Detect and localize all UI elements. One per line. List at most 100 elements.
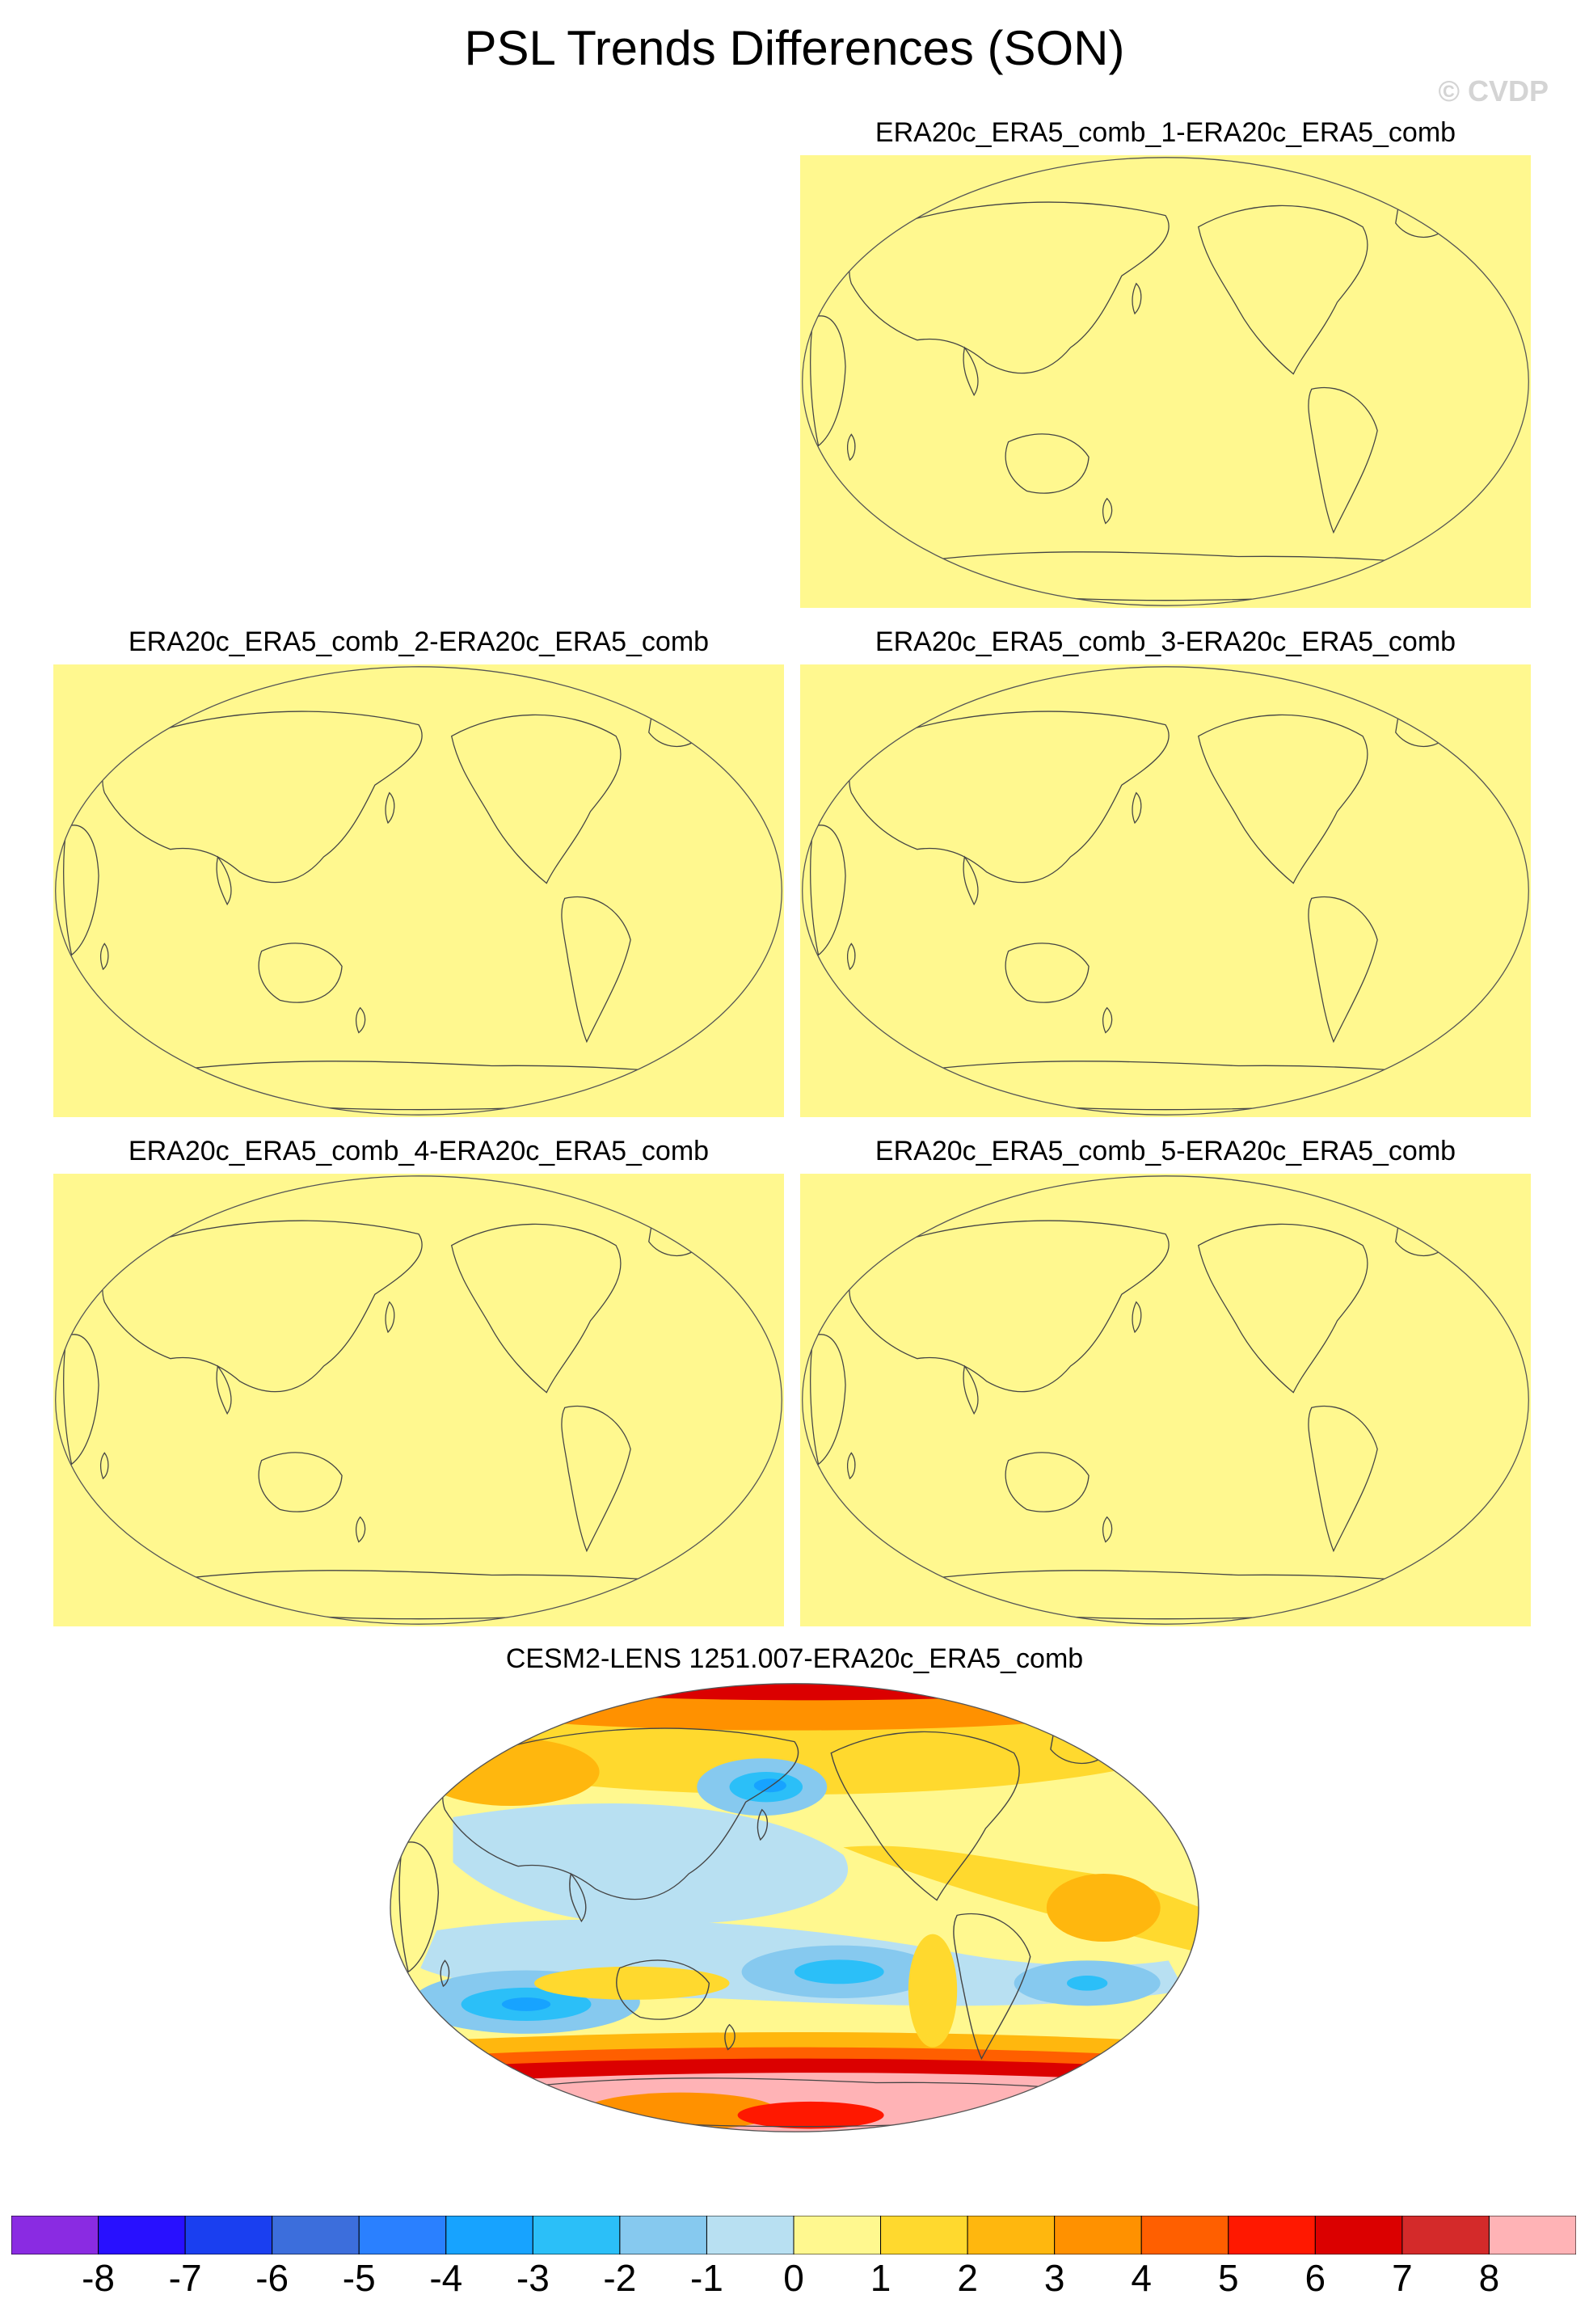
field-fill bbox=[800, 155, 1531, 608]
colorbar-swatch bbox=[445, 2216, 533, 2254]
coastline bbox=[1005, 943, 1090, 1003]
coastline bbox=[398, 1841, 440, 1973]
coastline bbox=[63, 825, 99, 956]
map-panel-2: ERA20c_ERA5_comb_2-ERA20c_ERA5_comb bbox=[53, 624, 784, 1117]
coastline bbox=[1102, 1006, 1113, 1034]
coastline bbox=[757, 1808, 769, 1841]
colorbar-swatch bbox=[1140, 2216, 1229, 2254]
field-fill bbox=[390, 1683, 1199, 2132]
coastline bbox=[1005, 1452, 1090, 1512]
coastline bbox=[1197, 714, 1368, 884]
map-panel-3: ERA20c_ERA5_comb_3-ERA20c_ERA5_comb bbox=[800, 624, 1531, 1117]
coastline bbox=[846, 943, 856, 971]
colorbar-tick-label: 2 bbox=[957, 2257, 978, 2299]
colorbar-swatch bbox=[358, 2216, 447, 2254]
coastline bbox=[99, 943, 109, 971]
colorbar-swatch bbox=[706, 2216, 794, 2254]
panel-title: ERA20c_ERA5_comb_2-ERA20c_ERA5_comb bbox=[128, 626, 710, 657]
coastline bbox=[810, 1334, 846, 1466]
coastline bbox=[1132, 282, 1142, 315]
colorbar-tick-label: 6 bbox=[1304, 2257, 1326, 2299]
contour-region bbox=[753, 1778, 786, 1793]
colorbar-tick-label: 7 bbox=[1392, 2257, 1413, 2299]
field-fill bbox=[53, 664, 784, 1117]
map-1 bbox=[800, 155, 1531, 612]
contour-region bbox=[1046, 1874, 1161, 1942]
coastline bbox=[1102, 497, 1113, 525]
coastline bbox=[953, 1913, 1031, 2060]
coastline bbox=[63, 1334, 99, 1466]
colorbar-swatch bbox=[532, 2216, 621, 2254]
coastline bbox=[355, 1006, 366, 1034]
contour-region bbox=[501, 1997, 551, 2011]
map-svg bbox=[800, 155, 1531, 608]
field-fill bbox=[800, 664, 1531, 1117]
map-5 bbox=[800, 1174, 1531, 1630]
colorbar-swatch bbox=[1488, 2216, 1576, 2254]
coastline bbox=[846, 433, 856, 462]
map-4 bbox=[53, 1174, 784, 1630]
colorbar-swatch bbox=[272, 2216, 360, 2254]
coastline bbox=[355, 1516, 366, 1543]
coastline bbox=[830, 1731, 1020, 1901]
coastline bbox=[1308, 387, 1378, 534]
coastline bbox=[1132, 791, 1142, 825]
coastline bbox=[963, 1364, 979, 1415]
panel-title: ERA20c_ERA5_comb_3-ERA20c_ERA5_comb bbox=[875, 626, 1456, 657]
colorbar-swatch bbox=[1228, 2216, 1316, 2254]
colorbar-tick-label: 5 bbox=[1217, 2257, 1239, 2299]
colorbar-swatch bbox=[967, 2216, 1056, 2254]
colorbar-swatch bbox=[1401, 2216, 1490, 2254]
colorbar-swatch bbox=[793, 2216, 882, 2254]
colorbar-swatch bbox=[619, 2216, 707, 2254]
colorbar-labels: -8 -7 -6 -5 -4 -3 -2 -1 0 1 2 3 4 5 6 7 8 bbox=[0, 2254, 1589, 2310]
colorbar-swatch bbox=[1054, 2216, 1142, 2254]
coastline bbox=[216, 1364, 232, 1415]
contour-region bbox=[453, 1803, 849, 1925]
contour-region bbox=[1067, 1976, 1108, 1991]
contour-region bbox=[737, 2101, 884, 2129]
colorbar-tick-label: -2 bbox=[603, 2257, 637, 2299]
colorbar-tick-label: 0 bbox=[783, 2257, 804, 2299]
coastline bbox=[99, 1452, 109, 1480]
coastline bbox=[724, 2023, 735, 2051]
colorbar-tick-label: 3 bbox=[1043, 2257, 1065, 2299]
coastline bbox=[616, 1959, 710, 2020]
coastline bbox=[849, 1220, 1170, 1393]
map-svg bbox=[800, 664, 1531, 1117]
colorbar-tick-label: 8 bbox=[1478, 2257, 1500, 2299]
coastline bbox=[846, 1452, 856, 1480]
coastline bbox=[849, 201, 1170, 374]
figure-title: PSL Trends Differences (SON) bbox=[464, 21, 1125, 75]
colorbar-tick-label: 4 bbox=[1131, 2257, 1153, 2299]
map-panel-5: ERA20c_ERA5_comb_5-ERA20c_ERA5_comb bbox=[800, 1133, 1531, 1626]
colorbar bbox=[11, 2216, 1576, 2254]
panel-title: ERA20c_ERA5_comb_4-ERA20c_ERA5_comb bbox=[128, 1136, 710, 1166]
coastline bbox=[1308, 1406, 1378, 1553]
coastline bbox=[1132, 1301, 1142, 1334]
coastline bbox=[561, 1406, 631, 1553]
coastline bbox=[1197, 205, 1368, 375]
map-svg bbox=[390, 1683, 1199, 2132]
coastline bbox=[849, 711, 1170, 884]
colorbar-tick-label: -5 bbox=[342, 2257, 376, 2299]
panel-title: ERA20c_ERA5_comb_5-ERA20c_ERA5_comb bbox=[875, 1136, 1456, 1166]
map-projection-outline bbox=[390, 1683, 1199, 2132]
coastline bbox=[1005, 433, 1090, 494]
field-fill bbox=[800, 1174, 1531, 1626]
colorbar-tick-label: -1 bbox=[689, 2257, 723, 2299]
coastline bbox=[810, 825, 846, 956]
coastline bbox=[385, 791, 395, 825]
map-projection-outline bbox=[55, 1175, 782, 1625]
colorbar-swatch bbox=[1314, 2216, 1403, 2254]
coastline bbox=[216, 855, 232, 906]
cvdp-watermark: © CVDP bbox=[1438, 74, 1549, 108]
coastline bbox=[569, 1872, 587, 1923]
map-projection-outline bbox=[802, 157, 1529, 606]
colorbar-tick-label: -7 bbox=[168, 2257, 202, 2299]
colorbar-swatch bbox=[880, 2216, 968, 2254]
map-panel-1: ERA20c_ERA5_comb_1-ERA20c_ERA5_comb bbox=[800, 115, 1531, 608]
map-panel-4: ERA20c_ERA5_comb_4-ERA20c_ERA5_comb bbox=[53, 1133, 784, 1626]
map-3 bbox=[800, 664, 1531, 1121]
coastline bbox=[258, 943, 343, 1003]
